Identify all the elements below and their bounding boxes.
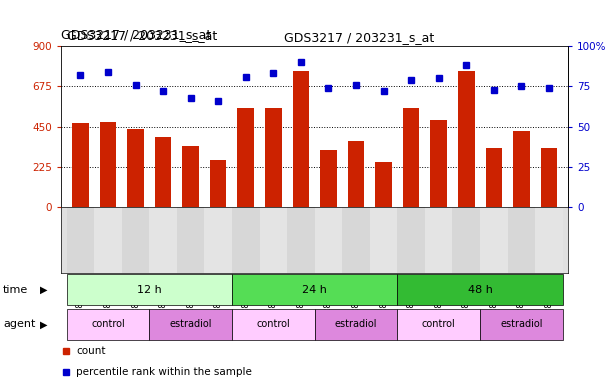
Bar bbox=[458, 71, 475, 207]
Text: ▶: ▶ bbox=[40, 285, 47, 295]
Bar bbox=[94, 207, 122, 273]
Bar bbox=[210, 160, 227, 207]
Text: GDS3217 / 203231_s_at: GDS3217 / 203231_s_at bbox=[284, 31, 434, 44]
Bar bbox=[508, 207, 535, 273]
Bar bbox=[430, 119, 447, 207]
Bar bbox=[265, 108, 282, 207]
Bar bbox=[182, 146, 199, 207]
Text: control: control bbox=[91, 319, 125, 329]
Bar bbox=[480, 309, 563, 340]
Bar bbox=[72, 123, 89, 207]
Bar bbox=[320, 150, 337, 207]
Bar bbox=[315, 309, 397, 340]
Bar bbox=[155, 137, 171, 207]
Text: ▶: ▶ bbox=[40, 319, 47, 329]
Text: time: time bbox=[3, 285, 28, 295]
Text: percentile rank within the sample: percentile rank within the sample bbox=[76, 367, 252, 377]
Bar bbox=[370, 207, 397, 273]
Bar bbox=[67, 309, 149, 340]
Bar bbox=[453, 207, 480, 273]
Text: GDS3217 / 203231_s_at: GDS3217 / 203231_s_at bbox=[67, 29, 218, 42]
Text: control: control bbox=[257, 319, 290, 329]
Bar bbox=[67, 274, 232, 306]
Bar bbox=[127, 129, 144, 207]
Text: count: count bbox=[76, 346, 106, 356]
Bar bbox=[232, 274, 397, 306]
Bar bbox=[122, 207, 149, 273]
Bar bbox=[177, 207, 205, 273]
Bar bbox=[205, 207, 232, 273]
Bar bbox=[513, 131, 530, 207]
Bar bbox=[375, 162, 392, 207]
Bar bbox=[100, 122, 116, 207]
Bar bbox=[232, 207, 260, 273]
Text: 48 h: 48 h bbox=[467, 285, 492, 295]
Bar bbox=[260, 207, 287, 273]
Bar bbox=[486, 148, 502, 207]
Bar bbox=[149, 309, 232, 340]
Bar bbox=[397, 207, 425, 273]
Bar bbox=[397, 274, 563, 306]
Text: 12 h: 12 h bbox=[137, 285, 162, 295]
Text: agent: agent bbox=[3, 319, 35, 329]
Bar bbox=[293, 71, 309, 207]
Bar bbox=[67, 207, 94, 273]
Bar bbox=[425, 207, 453, 273]
Text: 24 h: 24 h bbox=[302, 285, 327, 295]
Bar bbox=[403, 108, 419, 207]
Bar bbox=[480, 207, 508, 273]
Text: estradiol: estradiol bbox=[169, 319, 212, 329]
Text: control: control bbox=[422, 319, 456, 329]
Bar bbox=[287, 207, 315, 273]
Text: estradiol: estradiol bbox=[500, 319, 543, 329]
Bar bbox=[535, 207, 563, 273]
Bar bbox=[348, 141, 364, 207]
Bar bbox=[541, 148, 557, 207]
Bar bbox=[238, 108, 254, 207]
Bar bbox=[315, 207, 342, 273]
Bar bbox=[342, 207, 370, 273]
Bar bbox=[397, 309, 480, 340]
Text: GDS3217 / 203231_s_at: GDS3217 / 203231_s_at bbox=[61, 28, 211, 41]
Bar bbox=[149, 207, 177, 273]
Text: estradiol: estradiol bbox=[335, 319, 377, 329]
Bar bbox=[232, 309, 315, 340]
